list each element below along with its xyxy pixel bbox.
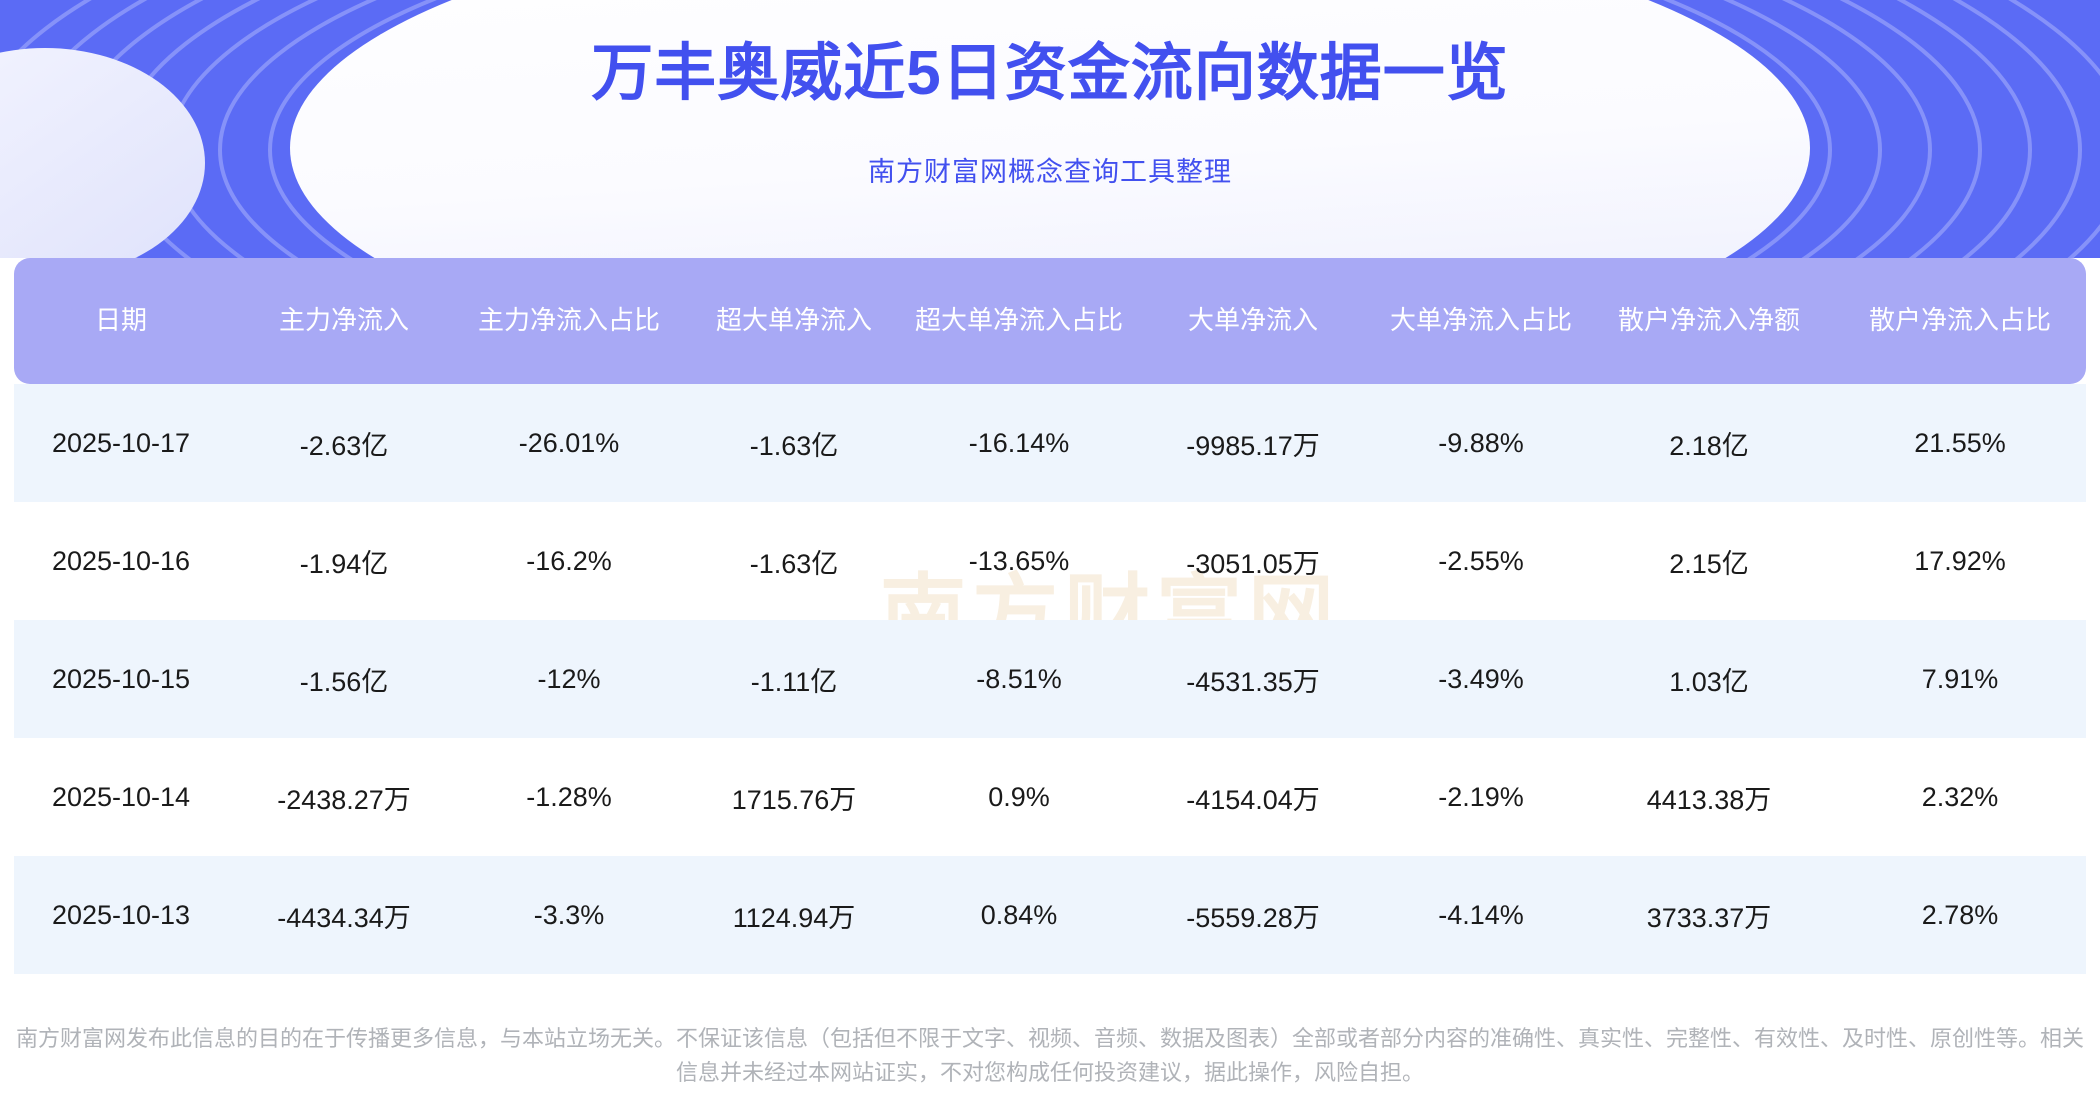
cell-retail-net: 4413.38万 xyxy=(1646,784,1772,815)
table-row: 2025-10-13 -4434.34万 -3.3% 1124.94万 0.84… xyxy=(14,856,2086,974)
column-header-date[interactable]: 日期 xyxy=(94,305,147,336)
column-header-retail-net-pct[interactable]: 散户净流入占比 xyxy=(1868,305,2051,336)
cell-retail-net: 3733.37万 xyxy=(1584,856,1834,974)
table-header: 日期 主力净流入 主力净流入占比 超大单净流入 超大单净流入占比 大单净流入 大… xyxy=(14,258,2086,384)
cell-large-net-pct: -2.55% xyxy=(1438,545,1524,576)
cell-large-net: -9985.17万 xyxy=(1128,384,1378,502)
cell-large-net: -5559.28万 xyxy=(1128,856,1378,974)
cell-main-net-pct: -16.2% xyxy=(526,545,612,576)
cell-large-net-pct: -9.88% xyxy=(1378,384,1584,502)
table-header-row: 日期 主力净流入 主力净流入占比 超大单净流入 超大单净流入占比 大单净流入 大… xyxy=(14,258,2086,384)
table-row: 2025-10-15 -1.56亿 -12% -1.11亿 -8.51% -45… xyxy=(14,620,2086,738)
disclaimer: 南方财富网发布此信息的目的在于传播更多信息，与本站立场无关。不保证该信息（包括但… xyxy=(15,1026,2084,1086)
column-header-large-net[interactable]: 大单净流入 xyxy=(1187,305,1318,336)
cell-retail-net-pct: 21.55% xyxy=(1834,384,2086,502)
column-header-retail-net[interactable]: 散户净流入净额 xyxy=(1617,305,1800,336)
cell-date: 2025-10-13 xyxy=(14,856,228,974)
cell-xl-net-pct: -13.65% xyxy=(968,545,1070,576)
cell-large-net: -4531.35万 xyxy=(1128,620,1378,738)
cell-retail-net-pct: 7.91% xyxy=(1834,620,2086,738)
cell-main-net-pct: -12% xyxy=(460,620,678,738)
table-body: 2025-10-17 -2.63亿 -26.01% -1.63亿 -16.14%… xyxy=(14,384,2086,974)
cell-main-net: -1.56亿 xyxy=(228,620,460,738)
table-row: 2025-10-17 -2.63亿 -26.01% -1.63亿 -16.14%… xyxy=(14,384,2086,502)
cell-xl-net: -1.11亿 xyxy=(678,620,910,738)
fund-flow-table: 日期 主力净流入 主力净流入占比 超大单净流入 超大单净流入占比 大单净流入 大… xyxy=(14,258,2086,974)
table-row: 2025-10-14 -2438.27万 -1.28% 1715.76万 0.9… xyxy=(14,738,2086,856)
cell-xl-net: -1.63亿 xyxy=(678,384,910,502)
cell-large-net: -4154.04万 xyxy=(1186,784,1320,815)
header-banner: 万丰奥威近5日资金流向数据一览 南方财富网概念查询工具整理 xyxy=(0,0,2100,258)
cell-main-net: -1.94亿 xyxy=(299,548,389,579)
page-subtitle: 南方财富网概念查询工具整理 xyxy=(868,157,1232,187)
cell-retail-net: 2.18亿 xyxy=(1584,384,1834,502)
cell-xl-net: -1.63亿 xyxy=(749,548,839,579)
banner-decoration xyxy=(0,0,2100,258)
cell-xl-net-pct: -16.14% xyxy=(910,384,1128,502)
column-header-large-net-pct[interactable]: 大单净流入占比 xyxy=(1389,305,1572,336)
cell-xl-net-pct: 0.84% xyxy=(910,856,1128,974)
cell-xl-net: 1715.76万 xyxy=(731,784,857,815)
cell-main-net-pct: -1.28% xyxy=(526,781,612,812)
cell-retail-net-pct: 2.78% xyxy=(1834,856,2086,974)
cell-xl-net-pct: 0.9% xyxy=(988,781,1050,812)
cell-date: 2025-10-17 xyxy=(14,384,228,502)
cell-large-net-pct: -3.49% xyxy=(1378,620,1584,738)
cell-retail-net-pct: 2.32% xyxy=(1921,781,1999,812)
fund-flow-table-container: 日期 主力净流入 主力净流入占比 超大单净流入 超大单净流入占比 大单净流入 大… xyxy=(0,258,2100,974)
column-header-xl-net-pct[interactable]: 超大单净流入占比 xyxy=(914,305,1123,336)
column-header-main-net[interactable]: 主力净流入 xyxy=(278,305,409,336)
cell-main-net-pct: -3.3% xyxy=(460,856,678,974)
cell-retail-net: 1.03亿 xyxy=(1584,620,1834,738)
cell-xl-net: 1124.94万 xyxy=(678,856,910,974)
cell-main-net: -4434.34万 xyxy=(228,856,460,974)
cell-date: 2025-10-14 xyxy=(51,781,191,812)
cell-date: 2025-10-15 xyxy=(14,620,228,738)
cell-main-net: -2.63亿 xyxy=(228,384,460,502)
cell-retail-net-pct: 17.92% xyxy=(1914,545,2006,576)
table-row: 2025-10-16 -1.94亿 -16.2% -1.63亿 -13.65% … xyxy=(14,502,2086,620)
cell-main-net-pct: -26.01% xyxy=(460,384,678,502)
column-header-xl-net[interactable]: 超大单净流入 xyxy=(715,305,872,336)
cell-xl-net-pct: -8.51% xyxy=(910,620,1128,738)
cell-large-net-pct: -2.19% xyxy=(1438,781,1524,812)
page-title: 万丰奥威近5日资金流向数据一览 xyxy=(591,39,1509,108)
cell-large-net: -3051.05万 xyxy=(1186,548,1320,579)
column-header-main-net-pct[interactable]: 主力净流入占比 xyxy=(477,305,660,336)
cell-large-net-pct: -4.14% xyxy=(1378,856,1584,974)
cell-date: 2025-10-16 xyxy=(51,545,191,576)
cell-main-net: -2438.27万 xyxy=(277,784,411,815)
cell-retail-net: 2.15亿 xyxy=(1669,548,1749,579)
